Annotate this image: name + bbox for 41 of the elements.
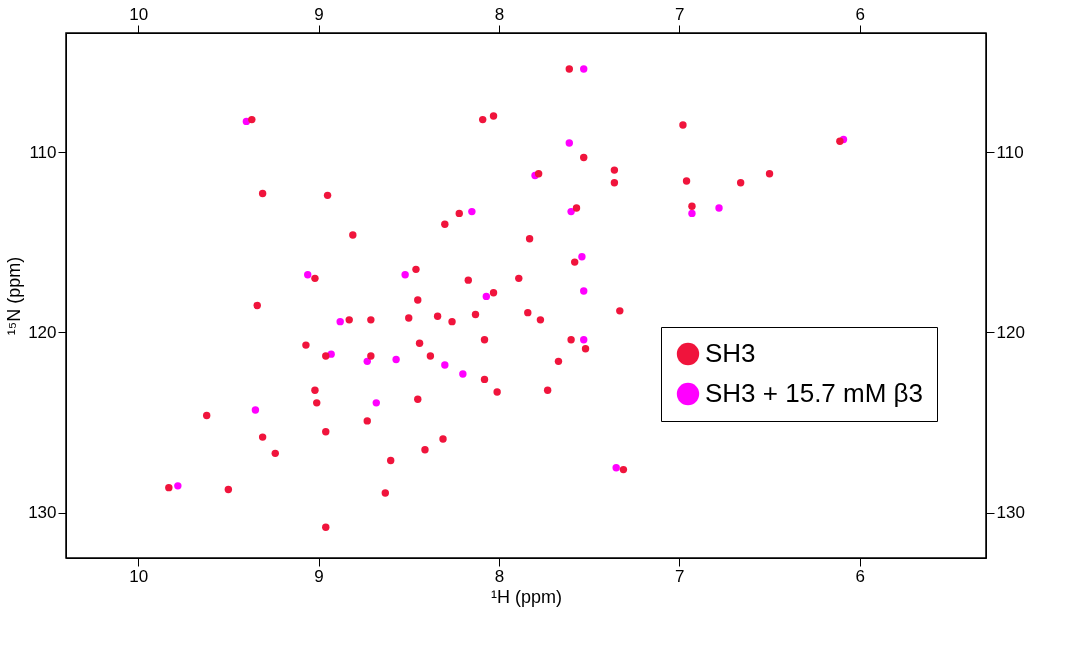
x-tick-label: 10 [129, 566, 149, 586]
x2-tick-label: 10 [129, 4, 149, 24]
point [363, 357, 371, 366]
point [580, 336, 588, 344]
point [567, 207, 575, 216]
y-axis-title: ¹⁵N (ppm) [4, 256, 25, 336]
point [441, 361, 449, 369]
point [688, 209, 696, 218]
point [612, 464, 620, 472]
x2-tick-label: 6 [855, 4, 865, 24]
y-tick-label: 120 [28, 322, 57, 342]
point [459, 370, 467, 378]
y2-tick-label: 110 [996, 142, 1024, 162]
y-tick-label: 130 [28, 503, 57, 523]
y2-tick-label: 120 [996, 322, 1025, 342]
x-axis-title: ¹H (ppm) [491, 586, 562, 607]
point [580, 287, 588, 295]
legend-label: SH3 [705, 338, 756, 368]
x2-tick-label: 7 [675, 4, 685, 24]
y2-tick-label: 130 [996, 503, 1025, 523]
x2-tick-label: 8 [494, 4, 505, 24]
point [336, 317, 344, 326]
y-tick-label: 110 [29, 142, 57, 162]
x-tick-label: 7 [675, 566, 685, 586]
point [401, 271, 409, 279]
legend-label: SH3 + 15.7 mM β3 [705, 378, 923, 408]
point [578, 253, 586, 261]
point [715, 204, 723, 212]
point [468, 207, 476, 216]
point [392, 355, 400, 364]
x-tick-label: 8 [494, 566, 505, 586]
point [580, 65, 588, 73]
point [251, 406, 260, 414]
point [304, 271, 312, 279]
x-tick-label: 6 [855, 566, 865, 586]
x2-tick-label: 9 [314, 4, 324, 24]
point [565, 139, 573, 147]
x-tick-label: 9 [314, 566, 324, 586]
point [372, 399, 380, 407]
point [174, 482, 182, 490]
point [482, 292, 491, 301]
